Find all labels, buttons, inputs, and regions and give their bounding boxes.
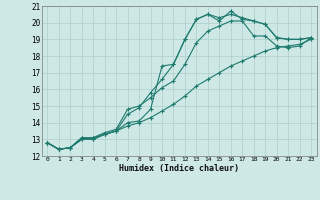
X-axis label: Humidex (Indice chaleur): Humidex (Indice chaleur) bbox=[119, 164, 239, 173]
